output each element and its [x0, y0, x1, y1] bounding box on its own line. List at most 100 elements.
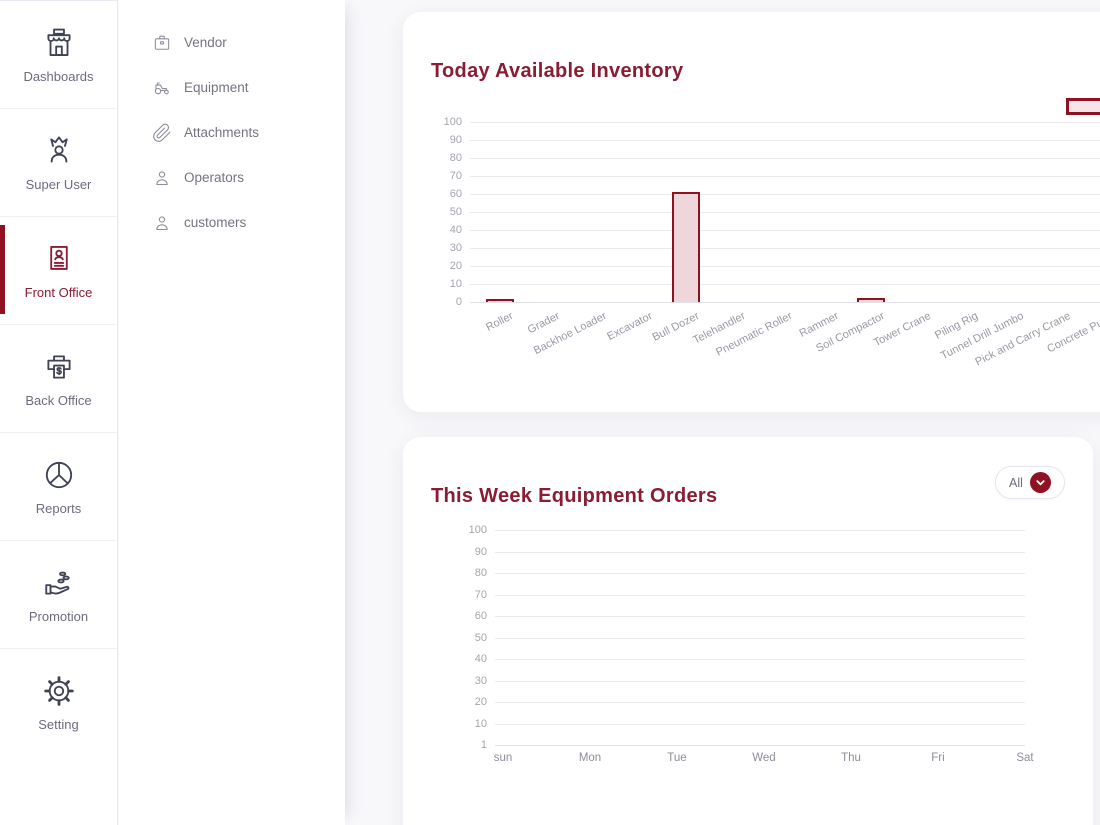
bar-soil-compactor	[857, 298, 886, 302]
y-tick-label: 10	[449, 278, 462, 290]
y-tick-label: 10	[474, 717, 487, 730]
y-tick-label: 50	[474, 631, 487, 644]
gridline	[470, 158, 1100, 159]
y-tick-label: 100	[443, 116, 462, 128]
gridline	[495, 745, 1025, 746]
submenu-item-equipment[interactable]: Equipment	[119, 65, 345, 110]
bar-bull-dozer	[671, 192, 700, 302]
hand-coins-icon	[42, 566, 76, 600]
pie-chart-icon	[42, 458, 76, 492]
sidebar-item-super-user[interactable]: Super User	[0, 109, 117, 217]
inventory-chart: 100 90 80 70 60 50 40 30 20 10 0 Roller Grader Backho…	[444, 116, 1100, 368]
y-tick-label: 20	[449, 260, 462, 272]
gridline	[495, 594, 1025, 596]
day-tick-label: sun	[493, 752, 513, 764]
y-tick-label: 30	[474, 674, 487, 687]
y-tick-label: 50	[449, 206, 462, 218]
paperclip-icon	[152, 123, 172, 143]
bar-roller	[486, 299, 514, 302]
day-tick-label: Tue	[667, 752, 687, 764]
sidebar-item-label: Super User	[25, 176, 92, 192]
y-tick-label: 100	[468, 524, 487, 536]
day-tick-label: Thu	[841, 752, 861, 764]
gridline	[470, 122, 1100, 123]
user-crown-icon	[42, 134, 76, 168]
submenu: Vendor Equipment Attachments Operators custo…	[119, 0, 345, 825]
gridline	[470, 176, 1100, 177]
tractor-icon	[152, 78, 172, 98]
gridline	[470, 212, 1100, 213]
chevron-down-icon	[1029, 472, 1051, 493]
gridline	[470, 230, 1100, 231]
sidebar-item-front-office[interactable]: Front Office	[0, 217, 117, 325]
submenu-item-label: Vendor	[184, 35, 227, 50]
y-tick-label: 40	[474, 653, 487, 665]
sidebar-item-label: Reports	[35, 500, 82, 516]
gridline	[495, 723, 1025, 725]
submenu-item-attachments[interactable]: Attachments	[119, 110, 345, 155]
y-tick-label: 60	[449, 188, 462, 200]
y-tick-label: 70	[449, 170, 462, 182]
cash-printer-icon: $	[42, 350, 76, 384]
id-card-icon	[42, 242, 76, 276]
gridline	[470, 248, 1100, 249]
submenu-item-label: Attachments	[184, 125, 260, 140]
gridline	[495, 573, 1025, 574]
gear-icon	[42, 674, 76, 708]
y-tick-label: 1	[480, 739, 487, 751]
sidebar-item-promotion[interactable]: Promotion	[0, 541, 117, 649]
y-tick-label: 20	[474, 696, 487, 708]
sidebar-item-dashboards[interactable]: Dashboards	[0, 1, 117, 109]
orders-filter-dropdown[interactable]: All	[995, 466, 1065, 499]
user-icon	[152, 168, 172, 188]
storefront-icon	[42, 26, 76, 60]
sidebar-item-back-office[interactable]: $ Back Office	[0, 325, 117, 433]
gridline	[495, 680, 1025, 682]
y-tick-label: 40	[449, 224, 462, 236]
y-tick-label: 0	[455, 296, 462, 308]
gridline	[495, 530, 1025, 531]
y-tick-label: 60	[474, 610, 487, 622]
legend-swatch	[1066, 98, 1100, 115]
gridline	[470, 302, 1100, 303]
orders-card: This Week Equipment Orders All 100 90 80 70…	[403, 437, 1093, 825]
gridline	[495, 616, 1025, 617]
y-tick-label: 70	[474, 588, 487, 601]
gridline	[495, 702, 1025, 703]
gridline	[495, 659, 1025, 660]
y-tick-label: 80	[474, 567, 487, 579]
x-tick-label: Roller	[484, 310, 516, 334]
orders-chart: 100 90 80 70 60 50 40 30 20 10 1 sun Mon Tue Wed Thu Fri…	[469, 524, 1034, 764]
orders-filter-value: All	[1009, 475, 1023, 490]
sidebar-item-label: Setting	[38, 717, 79, 732]
submenu-item-operators[interactable]: Operators	[119, 155, 345, 200]
y-tick-label: 90	[449, 134, 462, 146]
gridline	[470, 194, 1100, 195]
sidebar-item-label: Back Office	[25, 392, 92, 408]
submenu-item-label: customers	[184, 215, 247, 230]
inventory-card: Today Available Inventory 100 90 80 70 60 50 4…	[403, 12, 1100, 412]
main-content: Today Available Inventory 100 90 80 70 60 50 4…	[345, 0, 1100, 825]
sidebar-item-setting[interactable]: Setting	[0, 649, 117, 757]
day-tick-label: Mon	[578, 752, 602, 764]
orders-chart-title: This Week Equipment Orders	[431, 484, 718, 507]
submenu-item-vendor[interactable]: Vendor	[119, 20, 345, 65]
gridline	[470, 284, 1100, 285]
submenu-item-customers[interactable]: customers	[119, 200, 345, 245]
inventory-chart-title: Today Available Inventory	[431, 59, 684, 82]
gridline	[470, 140, 1100, 141]
submenu-item-label: Operators	[184, 170, 245, 185]
sidebar-item-label: Front Office	[24, 284, 93, 300]
sidebar-item-reports[interactable]: Reports	[0, 433, 117, 541]
y-tick-label: 90	[474, 545, 487, 558]
submenu-item-label: Equipment	[184, 80, 249, 95]
day-tick-label: Wed	[752, 752, 776, 764]
gridline	[470, 266, 1100, 267]
y-tick-label: 30	[449, 242, 462, 254]
sidebar-item-label: Dashboards	[23, 68, 94, 84]
svg-text:$: $	[56, 366, 61, 376]
day-tick-label: Fri	[931, 752, 945, 764]
gridline	[495, 551, 1025, 553]
user-icon	[152, 213, 172, 233]
gridline	[495, 637, 1025, 639]
